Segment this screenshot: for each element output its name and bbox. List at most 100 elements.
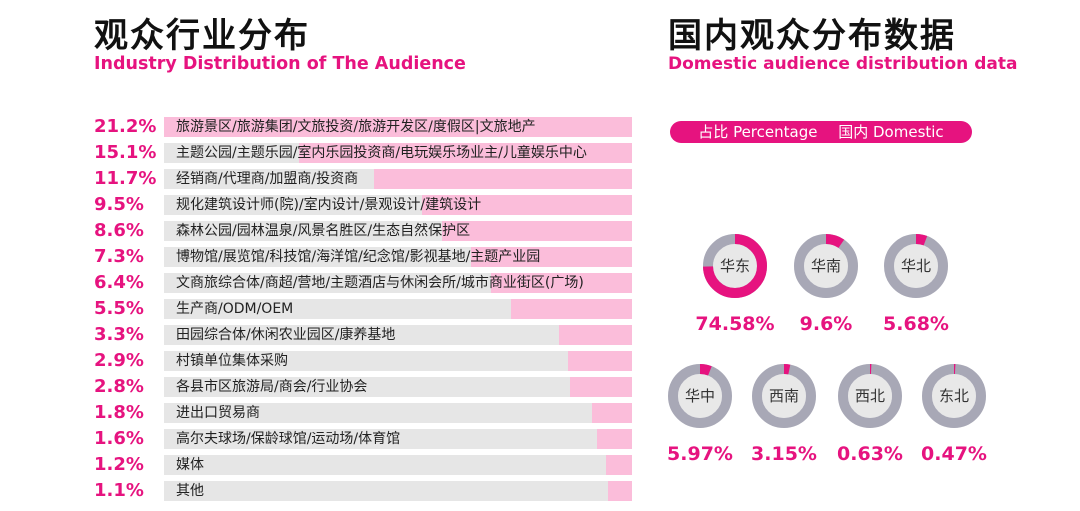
donut-ring: 华北 [884, 234, 948, 298]
bar [605, 455, 632, 475]
bar-category-label: 各县市区旅游局/商会/行业协会 [176, 379, 368, 395]
bar [422, 195, 632, 215]
bar-track: 森林公园/园林温泉/风景名胜区/生态自然保护区 [164, 221, 632, 241]
bar-category-label: 文商旅综合体/商超/营地/主题酒店与休闲会所/城市商业街区(广场) [176, 275, 584, 291]
bar-value-label: 1.2% [94, 454, 144, 475]
bar [373, 169, 632, 189]
bar-row: 2.9% 村镇单位集体采购 [94, 348, 639, 374]
donut-center [804, 244, 848, 288]
donut-value-label: 5.97% [667, 443, 733, 465]
bar-track: 其他 [164, 481, 632, 501]
bar-row: 1.6% 高尔夫球场/保龄球馆/运动场/体育馆 [94, 426, 639, 452]
bar-row: 11.7% 经销商/代理商/加盟商/投资商 [94, 166, 639, 192]
donut-slice [884, 234, 948, 298]
donut-ring: 西南 [752, 364, 816, 428]
bar-row: 5.5% 生产商/ODM/OEM [94, 296, 639, 322]
bar-value-label: 5.5% [94, 298, 144, 319]
bar-row: 15.1% 主题公园/主题乐园/室内乐园投资商/电玩娱乐场业主/儿童娱乐中心 [94, 140, 639, 166]
industry-chart-title: 观众行业分布 [94, 16, 310, 56]
donut-svg [752, 364, 816, 428]
bar-track: 规化建筑设计师(院)/室内设计/景观设计/建筑设计 [164, 195, 632, 215]
legend-percentage: 占比 Percentage [698, 123, 818, 141]
bar-track: 媒体 [164, 455, 632, 475]
bar-value-label: 1.8% [94, 402, 144, 423]
bar-category-label: 博物馆/展览馆/科技馆/海洋馆/纪念馆/影视基地/主题产业园 [176, 249, 541, 265]
bar-row: 3.3% 田园综合体/休闲农业园区/康养基地 [94, 322, 639, 348]
donut-center [932, 374, 976, 418]
donut-svg [794, 234, 858, 298]
bar-row: 9.5% 规化建筑设计师(院)/室内设计/景观设计/建筑设计 [94, 192, 639, 218]
bar [592, 403, 632, 423]
bar-value-label: 15.1% [94, 142, 157, 163]
donut-region-label: 西南 [768, 387, 799, 405]
bar-row: 8.6% 森林公园/园林温泉/风景名胜区/生态自然保护区 [94, 218, 639, 244]
bar-track: 旅游景区/旅游集团/文旅投资/旅游开发区/度假区|文旅地产 [164, 117, 632, 137]
donut-region-label: 华北 [900, 257, 931, 275]
bar-category-label: 主题公园/主题乐园/室内乐园投资商/电玩娱乐场业主/儿童娱乐中心 [176, 145, 587, 161]
bar-category-label: 田园综合体/休闲农业园区/康养基地 [176, 327, 396, 343]
donut-center [713, 244, 757, 288]
donut-region-label: 西北 [854, 387, 885, 405]
bar [298, 143, 632, 163]
bar [567, 351, 632, 371]
donut-ring: 东北 [922, 364, 986, 428]
bar [470, 247, 632, 267]
donut-region-label: 东北 [938, 387, 969, 405]
bar-category-label: 规化建筑设计师(院)/室内设计/景观设计/建筑设计 [176, 197, 482, 213]
bar-track: 村镇单位集体采购 [164, 351, 632, 371]
donut-slice [668, 364, 732, 428]
domestic-chart-title: 国内观众分布数据 [668, 16, 956, 56]
donut-track [794, 234, 858, 298]
bar-track: 博物馆/展览馆/科技馆/海洋馆/纪念馆/影视基地/主题产业园 [164, 247, 632, 267]
bar-row: 2.8% 各县市区旅游局/商会/行业协会 [94, 374, 639, 400]
bar-value-label: 1.1% [94, 480, 144, 501]
donut-ring: 华东 [703, 234, 767, 298]
bar-track: 各县市区旅游局/商会/行业协会 [164, 377, 632, 397]
bar-category-label: 媒体 [176, 457, 204, 473]
bar [164, 117, 632, 137]
bar-category-label: 生产商/ODM/OEM [176, 301, 294, 317]
bar-track: 田园综合体/休闲农业园区/康养基地 [164, 325, 632, 345]
bar [510, 299, 632, 319]
donut-center [678, 374, 722, 418]
industry-bar-chart: 21.2% 旅游景区/旅游集团/文旅投资/旅游开发区/度假区|文旅地产 15.1% 主… [94, 114, 639, 504]
bar-value-label: 9.5% [94, 194, 144, 215]
bar [490, 273, 632, 293]
legend-pill: 占比 Percentage 国内 Domestic [670, 121, 972, 143]
bar-row: 21.2% 旅游景区/旅游集团/文旅投资/旅游开发区/度假区|文旅地产 [94, 114, 639, 140]
bar-value-label: 2.9% [94, 350, 144, 371]
bar-track: 主题公园/主题乐园/室内乐园投资商/电玩娱乐场业主/儿童娱乐中心 [164, 143, 632, 163]
bar-category-label: 村镇单位集体采购 [176, 353, 288, 369]
bar-row: 7.3% 博物馆/展览馆/科技馆/海洋馆/纪念馆/影视基地/主题产业园 [94, 244, 639, 270]
donut-center [848, 374, 892, 418]
donut-ring: 西北 [838, 364, 902, 428]
donut-svg [838, 364, 902, 428]
donut-svg [922, 364, 986, 428]
bar [570, 377, 632, 397]
bar-row: 6.4% 文商旅综合体/商超/营地/主题酒店与休闲会所/城市商业街区(广场) [94, 270, 639, 296]
bar-value-label: 3.3% [94, 324, 144, 345]
donut-slice [752, 364, 816, 428]
bar-category-label: 其他 [176, 483, 204, 499]
donut-ring: 华南 [794, 234, 858, 298]
industry-chart-subtitle: Industry Distribution of The Audience [94, 54, 466, 74]
donut-slice [922, 364, 986, 428]
bar-row: 1.8% 进出口贸易商 [94, 400, 639, 426]
bar-track: 文商旅综合体/商超/营地/主题酒店与休闲会所/城市商业街区(广场) [164, 273, 632, 293]
donut-center [762, 374, 806, 418]
bar-track: 经销商/代理商/加盟商/投资商 [164, 169, 632, 189]
bar [596, 429, 632, 449]
donut-region-label: 华南 [810, 257, 841, 275]
donut-value-label: 9.6% [799, 313, 853, 335]
bar-row: 1.1% 其他 [94, 478, 639, 504]
donut-region-label: 华中 [684, 387, 715, 405]
domestic-chart-subtitle: Domestic audience distribution data [668, 54, 1018, 74]
bar-row: 1.2% 媒体 [94, 452, 639, 478]
donut-ring: 华中 [668, 364, 732, 428]
bar-value-label: 11.7% [94, 168, 157, 189]
legend-domestic: 国内 Domestic [838, 123, 944, 141]
bar [607, 481, 632, 501]
bar-category-label: 进出口贸易商 [176, 405, 260, 421]
bar-value-label: 21.2% [94, 116, 157, 137]
bar-category-label: 高尔夫球场/保龄球馆/运动场/体育馆 [176, 431, 401, 447]
